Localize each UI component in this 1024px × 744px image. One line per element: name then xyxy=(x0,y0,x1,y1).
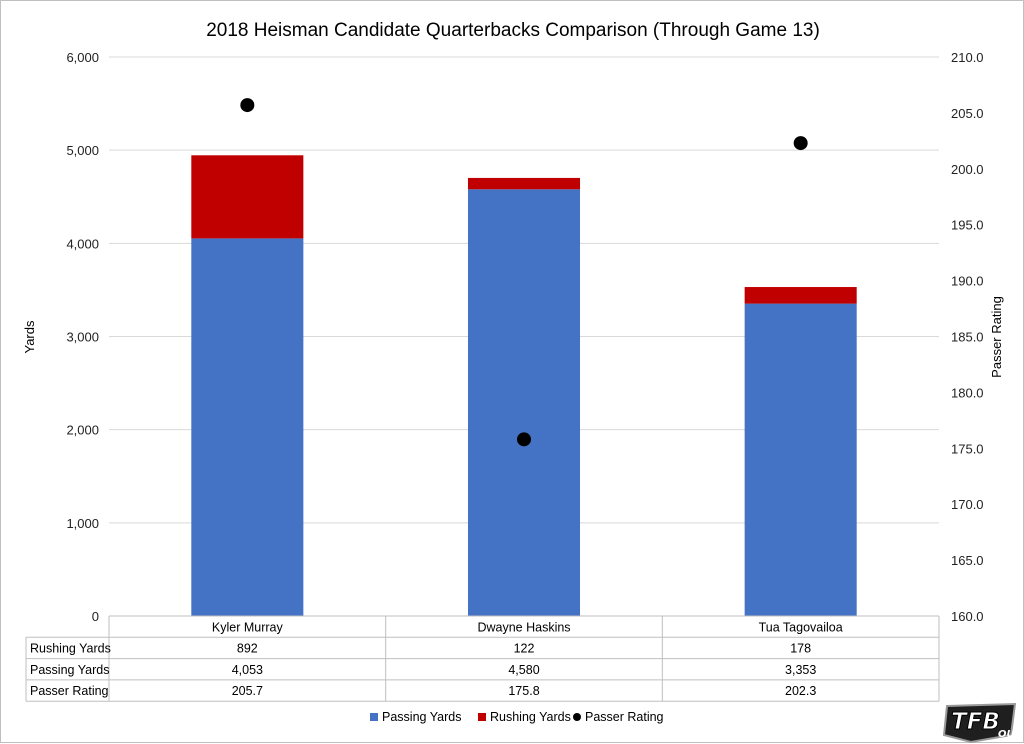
y-tick-label: 1,000 xyxy=(66,516,99,531)
legend-label: Rushing Yards xyxy=(490,710,571,724)
x-category-label: Kyler Murray xyxy=(212,620,284,634)
logo-subtext: OU xyxy=(998,729,1015,740)
table-cell: 4,053 xyxy=(232,663,263,677)
rating-point xyxy=(793,136,808,151)
bar-rushing-yards xyxy=(467,177,581,190)
table-cell: 205.7 xyxy=(232,684,263,698)
y2-tick-label: 175.0 xyxy=(951,441,984,456)
y2-tick-label: 185.0 xyxy=(951,330,984,345)
y2-tick-label: 200.0 xyxy=(951,162,984,177)
table-cell: 3,353 xyxy=(785,663,816,677)
y2-tick-label: 190.0 xyxy=(951,274,984,289)
bars xyxy=(191,155,857,616)
rating-points xyxy=(240,98,808,447)
x-category-label: Tua Tagovailoa xyxy=(759,620,843,634)
legend-marker-passing-yards xyxy=(370,713,378,721)
y-axis-primary: 0 1,000 2,000 3,000 4,000 5,000 6,000 xyxy=(66,50,99,624)
bar-rushing-yards xyxy=(744,287,857,304)
tfb-ou-logo: TFB OU xyxy=(942,702,1017,744)
table-row-label: Rushing Yards xyxy=(30,642,111,656)
table-cell: 4,580 xyxy=(508,663,539,677)
y2-tick-label: 165.0 xyxy=(951,553,984,568)
table-row-label: Passing Yards xyxy=(30,663,109,677)
table-cell: 175.8 xyxy=(508,684,539,698)
chart-title: 2018 Heisman Candidate Quarterbacks Comp… xyxy=(206,20,820,41)
table-cell: 178 xyxy=(790,642,811,656)
legend-marker-rushing-yards xyxy=(478,713,486,721)
y-tick-label: 0 xyxy=(92,609,99,624)
rating-point xyxy=(517,432,531,447)
y-axis-secondary: 160.0 165.0 170.0 175.0 180.0 185.0 190.0 195.0… xyxy=(951,50,984,624)
data-table: Kyler Murray Dwayne Haskins Tua Tagovailoa… xyxy=(25,615,940,702)
legend: Passing Yards Rushing Yards Passer Rating xyxy=(370,710,664,724)
y2-tick-label: 195.0 xyxy=(951,218,984,233)
y-tick-label: 5,000 xyxy=(66,143,99,158)
logo-text: TFB xyxy=(951,709,1000,735)
y-axis-title: Yards xyxy=(22,320,37,353)
bar-passing-yards xyxy=(191,238,304,616)
table-cell: 122 xyxy=(514,642,535,656)
legend-label: Passer Rating xyxy=(585,710,664,724)
table-row-label: Passer Rating xyxy=(30,684,109,698)
table-cell: 892 xyxy=(237,642,258,656)
y-tick-label: 3,000 xyxy=(66,330,99,345)
y-tick-label: 6,000 xyxy=(66,50,99,65)
y2-tick-label: 160.0 xyxy=(951,609,984,624)
legend-label: Passing Yards xyxy=(382,710,461,724)
bar-passing-yards xyxy=(467,189,581,616)
y2-tick-label: 170.0 xyxy=(951,497,984,512)
y2-axis-title: Passer Rating xyxy=(989,296,1004,378)
y-tick-label: 4,000 xyxy=(66,236,99,251)
y2-tick-label: 210.0 xyxy=(951,50,984,65)
y2-tick-label: 180.0 xyxy=(951,385,984,400)
rating-point xyxy=(240,98,255,113)
y-tick-label: 2,000 xyxy=(66,423,99,438)
bar-passing-yards xyxy=(744,303,857,616)
table-cell: 202.3 xyxy=(785,684,816,698)
y2-tick-label: 205.0 xyxy=(951,106,984,121)
x-category-label: Dwayne Haskins xyxy=(477,620,570,634)
bar-rushing-yards xyxy=(191,155,304,239)
legend-marker-passer-rating xyxy=(573,713,581,721)
